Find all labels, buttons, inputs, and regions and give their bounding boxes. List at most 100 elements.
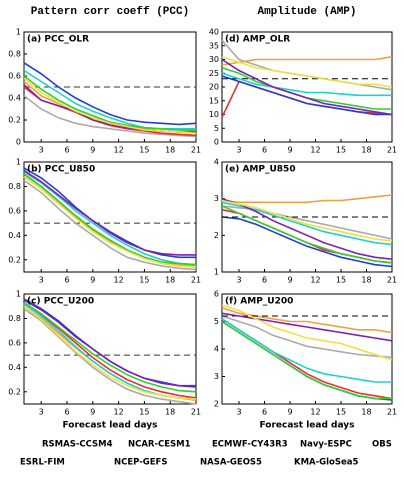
y-tick-label: 1 bbox=[16, 290, 21, 299]
series-line bbox=[221, 75, 392, 116]
series-line bbox=[23, 169, 196, 256]
series-line bbox=[23, 84, 196, 133]
x-tick-label: 3 bbox=[39, 408, 44, 417]
series-line bbox=[23, 303, 197, 399]
x-tick-label: 15 bbox=[336, 146, 346, 155]
series-line bbox=[221, 58, 393, 116]
panel-title: (f) AMP_U200 bbox=[225, 297, 293, 307]
legend-entry: NCAR-CESM1 bbox=[128, 440, 191, 450]
series-line bbox=[23, 167, 196, 259]
x-tick-label: 3 bbox=[236, 146, 241, 155]
y-tick-label: 0.8 bbox=[8, 50, 21, 59]
x-tick-label: 18 bbox=[361, 146, 371, 155]
column-title: Amplitude (AMP) bbox=[257, 6, 356, 18]
series-line bbox=[23, 179, 197, 271]
series-line bbox=[221, 318, 393, 400]
series-line bbox=[221, 307, 393, 334]
legend-entry: KMA-GloSea5 bbox=[294, 458, 359, 468]
x-tick-label: 15 bbox=[336, 408, 346, 417]
x-tick-label: 18 bbox=[165, 146, 175, 155]
x-tick-label: 21 bbox=[191, 276, 201, 285]
panel-title: (d) AMP_OLR bbox=[225, 35, 290, 45]
column-title: Pattern corr coeff (PCC) bbox=[31, 6, 189, 18]
legend-entry: RSMAS-CCSM4 bbox=[42, 440, 113, 450]
series-line bbox=[23, 75, 196, 131]
y-tick-label: 40 bbox=[209, 28, 219, 37]
x-tick-label: 6 bbox=[262, 276, 267, 285]
y-tick-label: 0 bbox=[214, 138, 219, 147]
series-line bbox=[221, 304, 393, 361]
x-tick-label: 18 bbox=[165, 276, 175, 285]
series-line bbox=[221, 320, 393, 401]
series-line bbox=[221, 199, 393, 242]
plot-frame bbox=[23, 161, 197, 273]
x-tick-label: 15 bbox=[139, 146, 149, 155]
series-line bbox=[23, 62, 197, 126]
x-tick-label: 9 bbox=[287, 408, 292, 417]
series-line bbox=[221, 216, 393, 268]
y-tick-label: 15 bbox=[209, 96, 219, 105]
series-line bbox=[221, 320, 392, 400]
series-line bbox=[23, 301, 197, 393]
y-tick-label: 0.4 bbox=[8, 94, 21, 103]
y-tick-label: 3 bbox=[214, 372, 219, 381]
y-tick-label: 0.4 bbox=[8, 363, 21, 372]
y-tick-label: 6 bbox=[214, 290, 219, 299]
x-tick-label: 12 bbox=[310, 146, 320, 155]
panel-title: (e) AMP_U850 bbox=[225, 165, 296, 175]
x-tick-label: 21 bbox=[387, 276, 397, 285]
legend-entry: NASA-GEOS5 bbox=[200, 458, 262, 468]
x-tick-label: 3 bbox=[236, 276, 241, 285]
y-tick-label: 2 bbox=[214, 231, 219, 240]
legend-entry: ECMWF-CY43R3 bbox=[212, 440, 288, 450]
x-tick-label: 18 bbox=[361, 408, 371, 417]
plot-frame bbox=[221, 31, 393, 143]
series-line bbox=[23, 173, 197, 266]
y-tick-label: 0.2 bbox=[8, 387, 21, 396]
series-line bbox=[23, 95, 197, 138]
x-tick-label: 21 bbox=[387, 408, 397, 417]
legend-entry: Navy-ESPC bbox=[300, 440, 352, 450]
series-line bbox=[221, 315, 393, 359]
series-line bbox=[23, 77, 197, 134]
x-tick-label: 15 bbox=[336, 276, 346, 285]
y-tick-label: 0.8 bbox=[8, 314, 21, 323]
series-line bbox=[221, 56, 393, 66]
y-tick-label: 0.2 bbox=[8, 116, 21, 125]
x-tick-label: 18 bbox=[361, 276, 371, 285]
x-tick-label: 6 bbox=[64, 146, 69, 155]
series-line bbox=[23, 308, 197, 405]
x-tick-label: 6 bbox=[262, 408, 267, 417]
series-line bbox=[221, 197, 393, 260]
x-tick-label: 12 bbox=[114, 276, 124, 285]
y-tick-label: 5 bbox=[214, 317, 219, 326]
x-tick-label: 9 bbox=[90, 408, 95, 417]
x-tick-label: 15 bbox=[139, 276, 149, 285]
x-tick-label: 15 bbox=[139, 408, 149, 417]
y-tick-label: 0.6 bbox=[8, 72, 21, 81]
x-tick-label: 9 bbox=[287, 146, 292, 155]
legend-entry: NCEP-GEFS bbox=[114, 458, 167, 468]
legend-entry: ESRL-FIM bbox=[20, 458, 65, 468]
y-tick-label: 0.8 bbox=[8, 182, 21, 191]
y-tick-label: 4 bbox=[214, 158, 219, 167]
panel-title: (a) PCC_OLR bbox=[27, 35, 89, 45]
y-tick-label: 5 bbox=[214, 124, 219, 133]
x-tick-label: 12 bbox=[310, 408, 320, 417]
panel-title: (b) PCC_U850 bbox=[27, 165, 95, 175]
y-tick-label: 2 bbox=[214, 400, 219, 409]
series-line bbox=[221, 312, 393, 342]
x-tick-label: 21 bbox=[191, 146, 201, 155]
x-tick-label: 6 bbox=[262, 146, 267, 155]
series-line bbox=[23, 305, 197, 400]
x-tick-label: 12 bbox=[310, 276, 320, 285]
x-tick-label: 3 bbox=[236, 408, 241, 417]
y-tick-label: 0.4 bbox=[8, 231, 21, 240]
y-tick-label: 0.6 bbox=[8, 206, 21, 215]
x-tick-label: 6 bbox=[64, 276, 69, 285]
x-tick-label: 12 bbox=[114, 408, 124, 417]
y-tick-label: 4 bbox=[214, 345, 219, 354]
series-line bbox=[221, 194, 393, 204]
y-tick-label: 25 bbox=[209, 69, 219, 78]
